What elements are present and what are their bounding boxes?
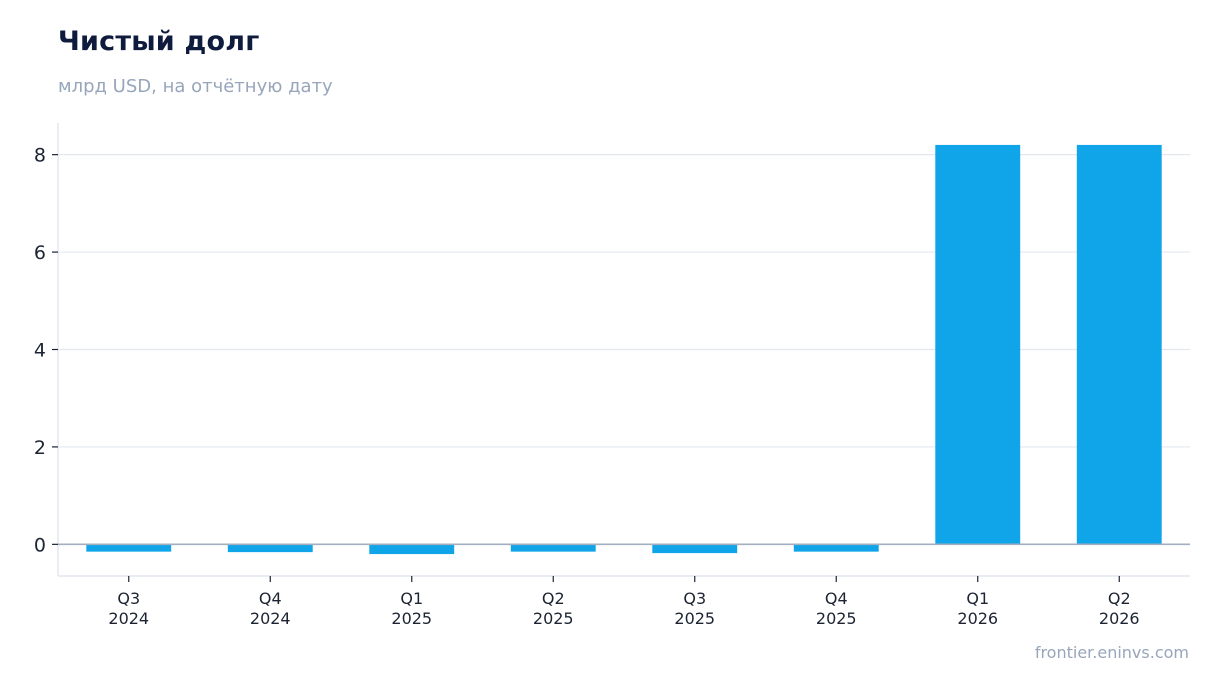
x-tick-label: 2024 bbox=[250, 609, 291, 628]
x-tick-label: Q4 bbox=[825, 589, 848, 608]
bar bbox=[935, 144, 1021, 545]
bar bbox=[86, 544, 172, 552]
y-tick-label: 0 bbox=[34, 534, 46, 556]
x-tick-label: Q1 bbox=[966, 589, 989, 608]
y-tick-labels: 0 2 4 6 8 bbox=[34, 145, 58, 556]
bar bbox=[510, 544, 596, 552]
y-tick-label: 6 bbox=[34, 242, 46, 264]
chart-subtitle: млрд USD, на отчётную дату bbox=[58, 76, 333, 97]
x-tick-label: 2025 bbox=[674, 609, 715, 628]
bar bbox=[1076, 144, 1162, 545]
x-tick-label: Q2 bbox=[542, 589, 565, 608]
x-tick-labels: Q32024Q42024Q12025Q22025Q32025Q42025Q120… bbox=[108, 576, 1140, 628]
x-tick-label: Q2 bbox=[1108, 589, 1131, 608]
y-tick-label: 8 bbox=[34, 145, 46, 167]
y-tick-label: 4 bbox=[34, 340, 46, 362]
chart-title: Чистый долг bbox=[58, 26, 260, 57]
y-tick-label: 2 bbox=[34, 437, 46, 459]
bar bbox=[793, 544, 879, 552]
x-tick-label: Q3 bbox=[683, 589, 706, 608]
bar bbox=[652, 544, 738, 554]
x-tick-label: 2026 bbox=[1099, 609, 1140, 628]
bars bbox=[86, 144, 1162, 555]
x-tick-label: Q1 bbox=[400, 589, 423, 608]
bar bbox=[369, 544, 455, 555]
bar bbox=[227, 544, 313, 553]
source-label: frontier.eninvs.com bbox=[1034, 643, 1189, 662]
x-tick-label: 2025 bbox=[533, 609, 574, 628]
x-tick-label: 2026 bbox=[957, 609, 998, 628]
x-tick-label: 2025 bbox=[391, 609, 432, 628]
x-tick-label: 2024 bbox=[108, 609, 149, 628]
x-tick-label: 2025 bbox=[816, 609, 857, 628]
x-tick-label: Q4 bbox=[259, 589, 282, 608]
x-tick-label: Q3 bbox=[117, 589, 140, 608]
